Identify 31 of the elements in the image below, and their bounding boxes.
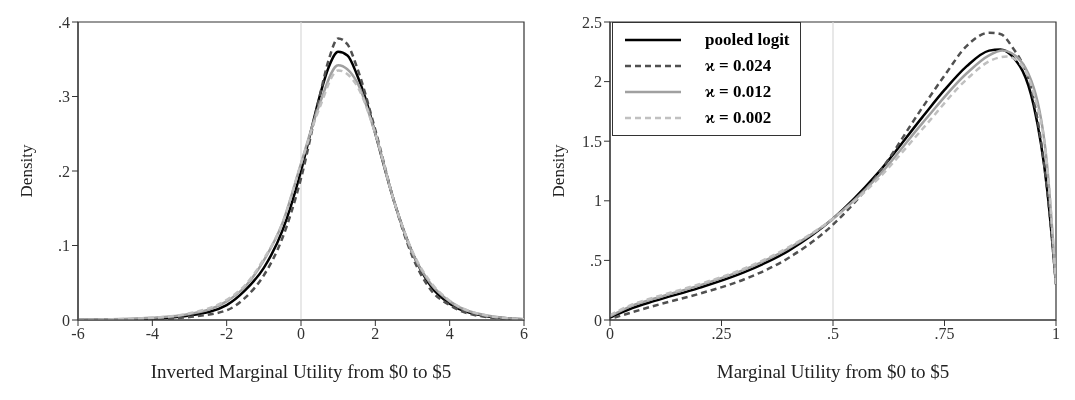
- y-tick-label: 2.5: [582, 13, 602, 31]
- y-tick-label: 1.5: [582, 132, 602, 150]
- legend-label: ϰ = 0.002: [705, 108, 772, 128]
- y-tick-label: .1: [58, 237, 70, 255]
- x-tick-label: 6: [520, 325, 528, 343]
- x-tick-label: .5: [827, 325, 839, 343]
- x-tick-label: -6: [71, 325, 85, 343]
- y-tick-label: 1: [594, 192, 602, 210]
- y-axis-title: Density: [549, 144, 569, 198]
- x-tick-label: 0: [297, 325, 305, 343]
- y-tick-label: .4: [58, 13, 70, 31]
- legend-label: ϰ = 0.024: [705, 56, 772, 76]
- x-tick-label: -2: [220, 325, 234, 343]
- y-tick-label: .2: [58, 162, 70, 180]
- x-tick-label: .75: [934, 325, 955, 343]
- x-axis-title: Inverted Marginal Utility from $0 to $5: [150, 361, 452, 382]
- x-tick-label: 2: [371, 325, 380, 343]
- y-tick-label: 2: [594, 73, 602, 91]
- legend-label: ϰ = 0.012: [705, 82, 772, 102]
- y-tick-label: 0: [594, 311, 602, 329]
- x-tick-label: 4: [445, 325, 454, 343]
- x-tick-label: 1: [1052, 325, 1060, 343]
- y-tick-label: 0: [62, 311, 70, 329]
- x-tick-label: 0: [606, 325, 614, 343]
- legend-label: pooled logit: [705, 30, 790, 50]
- y-tick-label: .3: [58, 88, 70, 106]
- x-tick-label: -4: [145, 325, 159, 343]
- y-tick-label: .5: [590, 252, 602, 270]
- y-axis-title: Density: [17, 144, 37, 198]
- x-tick-label: .25: [711, 325, 732, 343]
- x-axis-title: Marginal Utility from $0 to $5: [716, 361, 950, 382]
